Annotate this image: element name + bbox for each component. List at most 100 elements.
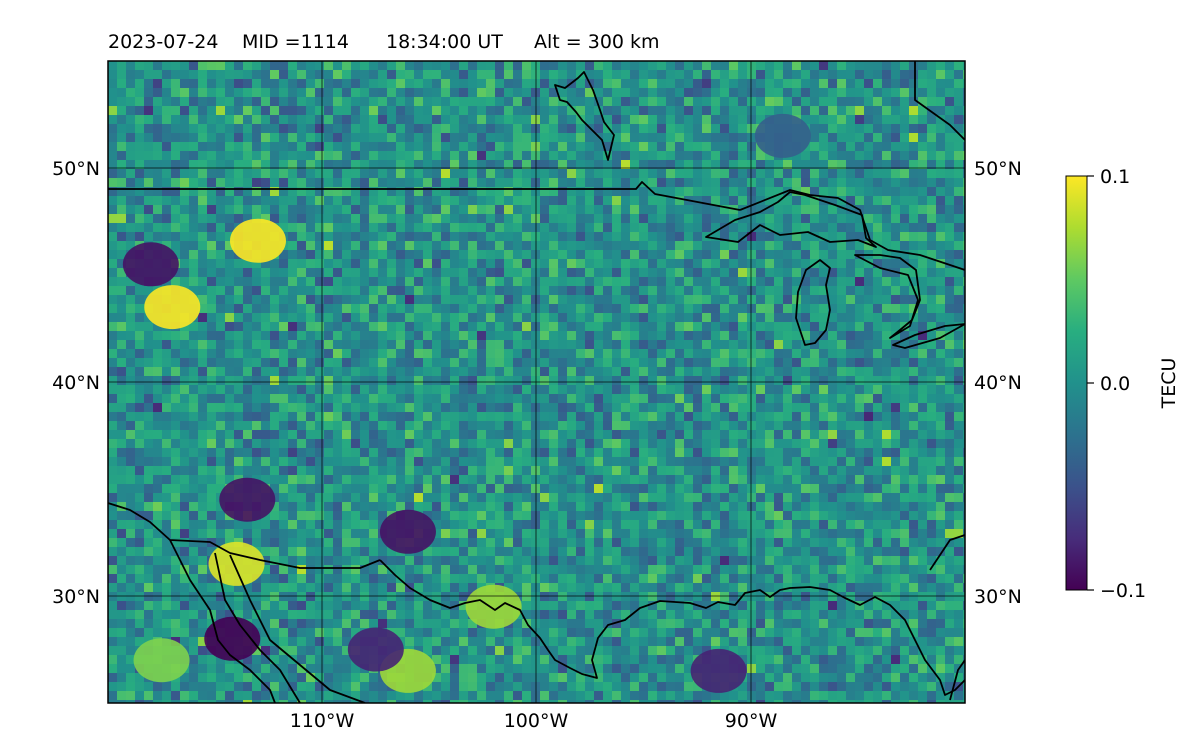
tec-cell [540,331,550,341]
tec-cell [270,142,280,152]
tec-cell [846,313,856,323]
tec-cell [297,160,307,170]
tec-cell [333,115,343,125]
tec-cell [540,223,550,233]
tec-cell [144,124,154,134]
tec-cell [711,61,721,71]
tec-cell [486,124,496,134]
tec-cell [756,241,766,251]
tec-cell [225,241,235,251]
tec-cell [774,88,784,98]
tec-cell [279,151,289,161]
tec-cell [549,277,559,287]
tec-cell [801,196,811,206]
tec-cell [774,169,784,179]
tec-cell [828,412,838,422]
tec-cell [144,511,154,521]
tec-cell [252,169,262,179]
tec-cell [297,448,307,458]
tec-cell [387,205,397,215]
tec-cell [207,196,217,206]
tec-cell [747,475,757,485]
tec-cell [900,124,910,134]
tec-cell [918,430,928,440]
tec-cell [549,502,559,512]
tec-cell [819,322,829,332]
tec-cell [774,160,784,170]
tec-cell [576,484,586,494]
tec-cell [873,511,883,521]
tec-cell [846,385,856,395]
tec-cell [279,295,289,305]
tec-cell [783,448,793,458]
tec-cell [621,367,631,377]
tec-cell [585,142,595,152]
tec-cell [306,511,316,521]
tec-cell [927,502,937,512]
tec-cell [261,214,271,224]
tec-cell [234,295,244,305]
tec-cell [495,322,505,332]
tec-cell [252,160,262,170]
tec-cell [909,511,919,521]
tec-cell [450,97,460,107]
tec-cell [243,457,253,467]
tec-cell [621,241,631,251]
tec-cell [729,223,739,233]
tec-cell [216,124,226,134]
tec-cell [144,493,154,503]
tec-cell [450,448,460,458]
tec-cell [171,511,181,521]
tec-cell [684,97,694,107]
tec-cell [207,151,217,161]
tec-cell [198,70,208,80]
tec-cell [927,187,937,197]
tec-cell [387,286,397,296]
tec-cell [846,169,856,179]
tec-cell [549,448,559,458]
tec-cell [639,403,649,413]
tec-cell [225,286,235,296]
tec-cell [225,457,235,467]
tec-cell [450,259,460,269]
tec-cell [360,88,370,98]
tec-cell [612,259,622,269]
tec-cell [675,115,685,125]
tec-cell [576,178,586,188]
tec-cell [702,349,712,359]
tec-cell [180,151,190,161]
tec-cell [117,421,127,431]
tec-cell [153,439,163,449]
tec-cell [684,358,694,368]
tec-cell [603,403,613,413]
tec-cell [315,313,325,323]
tec-cell [693,205,703,215]
tec-cell [387,385,397,395]
tec-cell [513,88,523,98]
tec-cell [486,133,496,143]
tec-cell [846,97,856,107]
tec-cell [486,394,496,404]
tec-cell [855,214,865,224]
tec-cell [351,493,361,503]
tec-cell [567,124,577,134]
tec-cell [909,61,919,71]
tec-cell [180,430,190,440]
tec-cell [225,322,235,332]
tec-cell [711,502,721,512]
tec-cell [387,349,397,359]
tec-cell [891,277,901,287]
tec-cell [243,520,253,530]
tec-cell [234,403,244,413]
tec-cell [900,367,910,377]
tec-cell [954,358,964,368]
tec-cell [891,241,901,251]
tec-cell [576,502,586,512]
tec-cell [693,151,703,161]
tec-cell [666,295,676,305]
tec-cell [378,241,388,251]
tec-cell [855,277,865,287]
tec-cell [567,340,577,350]
tec-cell [846,250,856,260]
tec-cell [855,484,865,494]
